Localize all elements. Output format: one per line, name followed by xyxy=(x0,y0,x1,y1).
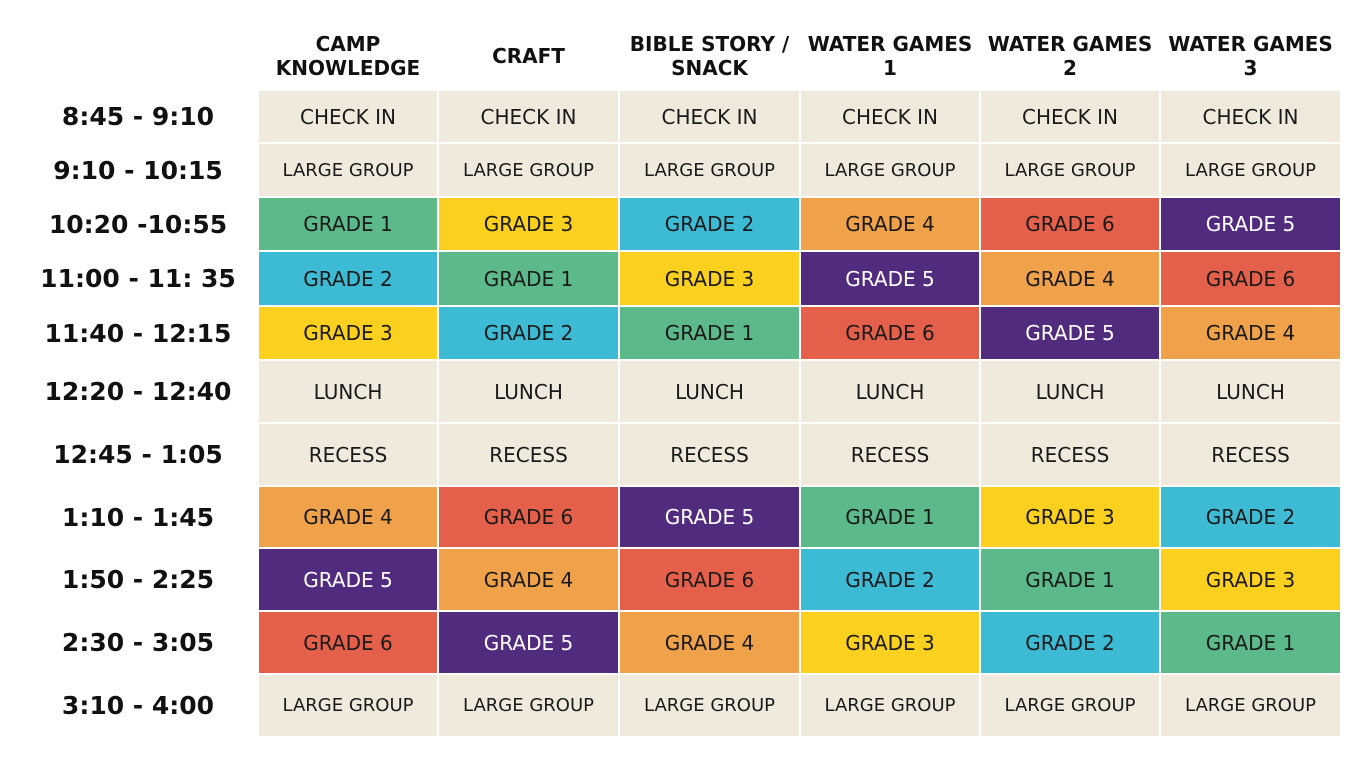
schedule-cell-grade-6: GRADE 6 xyxy=(981,198,1159,250)
time-label: 10:20 -10:55 xyxy=(48,209,228,239)
schedule-cell-grade-6: GRADE 6 xyxy=(439,487,618,547)
schedule-cell-lunch: LUNCH xyxy=(259,361,437,422)
column-header-6: WATER GAMES 3 xyxy=(1168,32,1333,80)
schedule-cell-lunch: LUNCH xyxy=(801,361,979,422)
column-header-5: WATER GAMES 2 xyxy=(987,32,1153,80)
schedule-cell-check-in: CHECK IN xyxy=(259,91,437,142)
schedule-cell-large-group: LARGE GROUP xyxy=(259,144,437,196)
schedule-cell-large-group: LARGE GROUP xyxy=(439,144,618,196)
schedule-cell-grade-2: GRADE 2 xyxy=(259,252,437,305)
schedule-cell-grade-2: GRADE 2 xyxy=(801,549,979,610)
schedule-cell-large-group: LARGE GROUP xyxy=(981,144,1159,196)
schedule-cell-grade-3: GRADE 3 xyxy=(981,487,1159,547)
schedule-cell-grade-5: GRADE 5 xyxy=(620,487,799,547)
schedule-cell-grade-6: GRADE 6 xyxy=(1161,252,1340,305)
schedule-cell-lunch: LUNCH xyxy=(620,361,799,422)
schedule-cell-grade-4: GRADE 4 xyxy=(981,252,1159,305)
schedule-cell-check-in: CHECK IN xyxy=(981,91,1159,142)
schedule-cell-grade-3: GRADE 3 xyxy=(1161,549,1340,610)
schedule-cell-grade-2: GRADE 2 xyxy=(981,612,1159,673)
schedule-cell-grade-4: GRADE 4 xyxy=(1161,307,1340,359)
time-label: 12:20 - 12:40 xyxy=(44,377,232,406)
schedule-cell-grade-4: GRADE 4 xyxy=(620,612,799,673)
schedule-cell-grade-5: GRADE 5 xyxy=(439,612,618,673)
schedule-cell-check-in: CHECK IN xyxy=(439,91,618,142)
schedule-cell-recess: RECESS xyxy=(259,424,437,485)
column-header-3: BIBLE STORY / SNACK xyxy=(629,32,790,80)
time-label: 1:10 - 1:45 xyxy=(61,502,215,532)
schedule-cell-grade-4: GRADE 4 xyxy=(259,487,437,547)
schedule-cell-grade-5: GRADE 5 xyxy=(981,307,1159,359)
schedule-cell-large-group: LARGE GROUP xyxy=(620,675,799,736)
schedule-cell-large-group: LARGE GROUP xyxy=(439,675,618,736)
schedule-cell-grade-2: GRADE 2 xyxy=(1161,487,1340,547)
schedule-cell-grade-1: GRADE 1 xyxy=(620,307,799,359)
schedule-cell-recess: RECESS xyxy=(439,424,618,485)
time-label: 12:45 - 1:05 xyxy=(53,440,223,469)
schedule-cell-large-group: LARGE GROUP xyxy=(1161,144,1340,196)
time-label: 2:30 - 3:05 xyxy=(61,628,215,657)
schedule-cell-recess: RECESS xyxy=(981,424,1159,485)
schedule-cell-lunch: LUNCH xyxy=(981,361,1159,422)
schedule-cell-grade-6: GRADE 6 xyxy=(620,549,799,610)
time-label: 9:10 - 10:15 xyxy=(53,155,223,185)
schedule-cell-large-group: LARGE GROUP xyxy=(801,144,979,196)
schedule-cell-grade-1: GRADE 1 xyxy=(1161,612,1340,673)
schedule-cell-check-in: CHECK IN xyxy=(620,91,799,142)
schedule-cell-grade-1: GRADE 1 xyxy=(981,549,1159,610)
schedule-cell-grade-3: GRADE 3 xyxy=(801,612,979,673)
time-label: 1:50 - 2:25 xyxy=(61,565,215,594)
schedule-cell-grade-6: GRADE 6 xyxy=(801,307,979,359)
schedule-cell-check-in: CHECK IN xyxy=(1161,91,1340,142)
column-header-2: CRAFT xyxy=(492,44,565,68)
time-label: 11:40 - 12:15 xyxy=(44,318,232,348)
schedule-cell-grade-5: GRADE 5 xyxy=(259,549,437,610)
time-label: 8:45 - 9:10 xyxy=(61,102,215,131)
schedule-cell-lunch: LUNCH xyxy=(1161,361,1340,422)
schedule-cell-check-in: CHECK IN xyxy=(801,91,979,142)
schedule-cell-grade-2: GRADE 2 xyxy=(439,307,618,359)
schedule-cell-grade-1: GRADE 1 xyxy=(801,487,979,547)
schedule-cell-large-group: LARGE GROUP xyxy=(981,675,1159,736)
time-label: 3:10 - 4:00 xyxy=(61,691,215,720)
column-header-4: WATER GAMES 1 xyxy=(807,32,973,80)
schedule-cell-large-group: LARGE GROUP xyxy=(801,675,979,736)
time-label: 11:00 - 11: 35 xyxy=(40,264,236,293)
column-header-1: CAMP KNOWLEDGE xyxy=(275,32,421,80)
schedule-cell-recess: RECESS xyxy=(620,424,799,485)
schedule-cell-large-group: LARGE GROUP xyxy=(1161,675,1340,736)
schedule-cell-grade-1: GRADE 1 xyxy=(259,198,437,250)
schedule-cell-recess: RECESS xyxy=(1161,424,1340,485)
schedule-cell-grade-4: GRADE 4 xyxy=(439,549,618,610)
schedule-cell-large-group: LARGE GROUP xyxy=(259,675,437,736)
schedule-cell-grade-3: GRADE 3 xyxy=(259,307,437,359)
schedule-cell-grade-1: GRADE 1 xyxy=(439,252,618,305)
schedule-cell-grade-6: GRADE 6 xyxy=(259,612,437,673)
schedule-cell-large-group: LARGE GROUP xyxy=(620,144,799,196)
schedule-cell-grade-5: GRADE 5 xyxy=(801,252,979,305)
schedule-cell-grade-2: GRADE 2 xyxy=(620,198,799,250)
schedule-cell-grade-5: GRADE 5 xyxy=(1161,198,1340,250)
schedule-cell-grade-4: GRADE 4 xyxy=(801,198,979,250)
schedule-cell-recess: RECESS xyxy=(801,424,979,485)
schedule-cell-grade-3: GRADE 3 xyxy=(620,252,799,305)
schedule-cell-lunch: LUNCH xyxy=(439,361,618,422)
schedule-cell-grade-3: GRADE 3 xyxy=(439,198,618,250)
